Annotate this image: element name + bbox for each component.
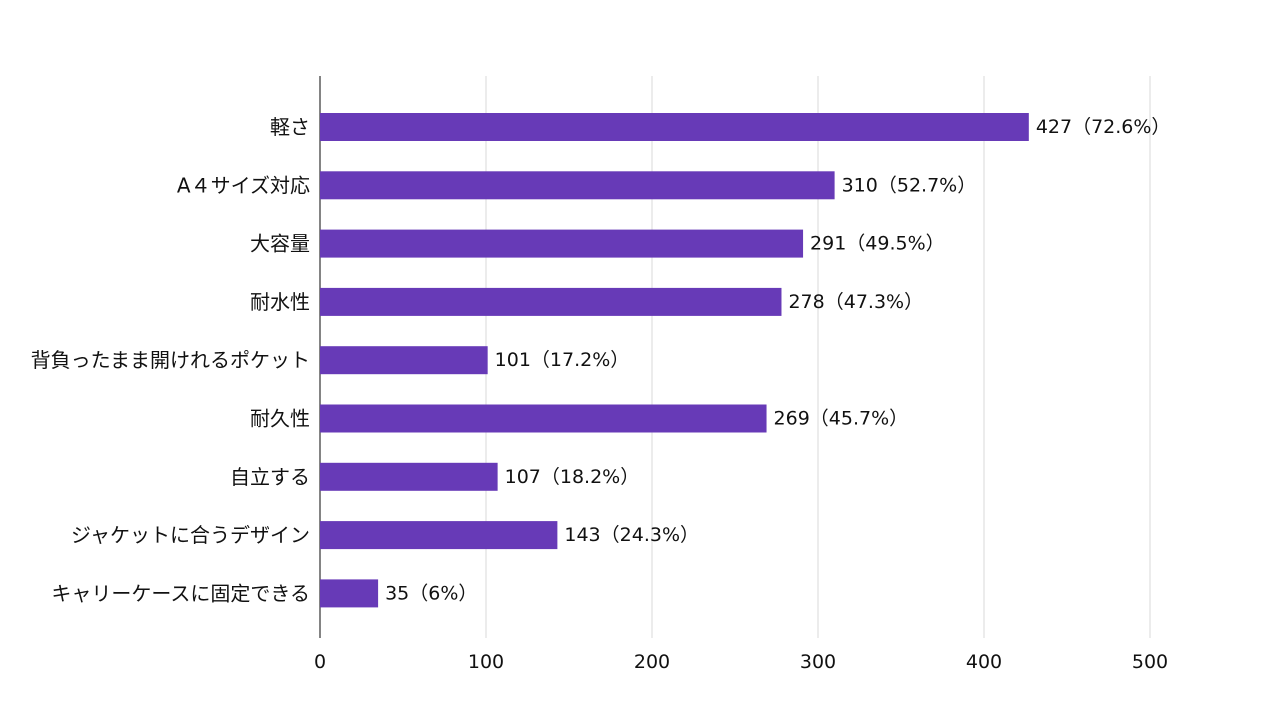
x-tick-label-300: 300 <box>800 651 836 673</box>
category-label-6: 自立する <box>230 465 310 489</box>
data-label-3: 278（47.3%） <box>788 291 923 313</box>
data-label-1: 310（52.7%） <box>842 174 977 196</box>
data-label-8: 35（6%） <box>385 582 477 604</box>
bar-4 <box>320 346 488 375</box>
x-tick-label-500: 500 <box>1132 651 1168 673</box>
x-tick-label-0: 0 <box>314 651 326 673</box>
bar-7 <box>320 521 558 550</box>
category-label-2: 大容量 <box>250 232 310 256</box>
bar-6 <box>320 462 498 491</box>
x-tick-label-200: 200 <box>634 651 670 673</box>
data-label-0: 427（72.6%） <box>1036 116 1171 138</box>
category-label-5: 耐久性 <box>250 407 310 431</box>
bar-3 <box>320 287 782 316</box>
category-label-4: 背負ったまま開けれるポケット <box>31 348 310 372</box>
category-label-8: キャリーケースに固定できる <box>51 581 310 605</box>
category-label-7: ジャケットに合うデザイン <box>71 523 310 547</box>
x-tick-label-400: 400 <box>966 651 1002 673</box>
data-label-4: 101（17.2%） <box>495 349 630 371</box>
bar-0 <box>320 113 1029 141</box>
bar-1 <box>320 171 835 200</box>
data-label-6: 107（18.2%） <box>505 466 640 488</box>
bar-5 <box>320 404 767 433</box>
bar-2 <box>320 229 804 258</box>
data-label-7: 143（24.3%） <box>564 524 699 546</box>
data-label-5: 269（45.7%） <box>774 408 909 430</box>
category-label-0: 軽さ <box>270 115 310 139</box>
category-label-1: A４サイズ対応 <box>177 173 310 197</box>
data-label-2: 291（49.5%） <box>810 233 945 255</box>
bar-8 <box>320 579 379 608</box>
x-tick-label-100: 100 <box>468 651 504 673</box>
category-label-3: 耐水性 <box>250 290 310 314</box>
